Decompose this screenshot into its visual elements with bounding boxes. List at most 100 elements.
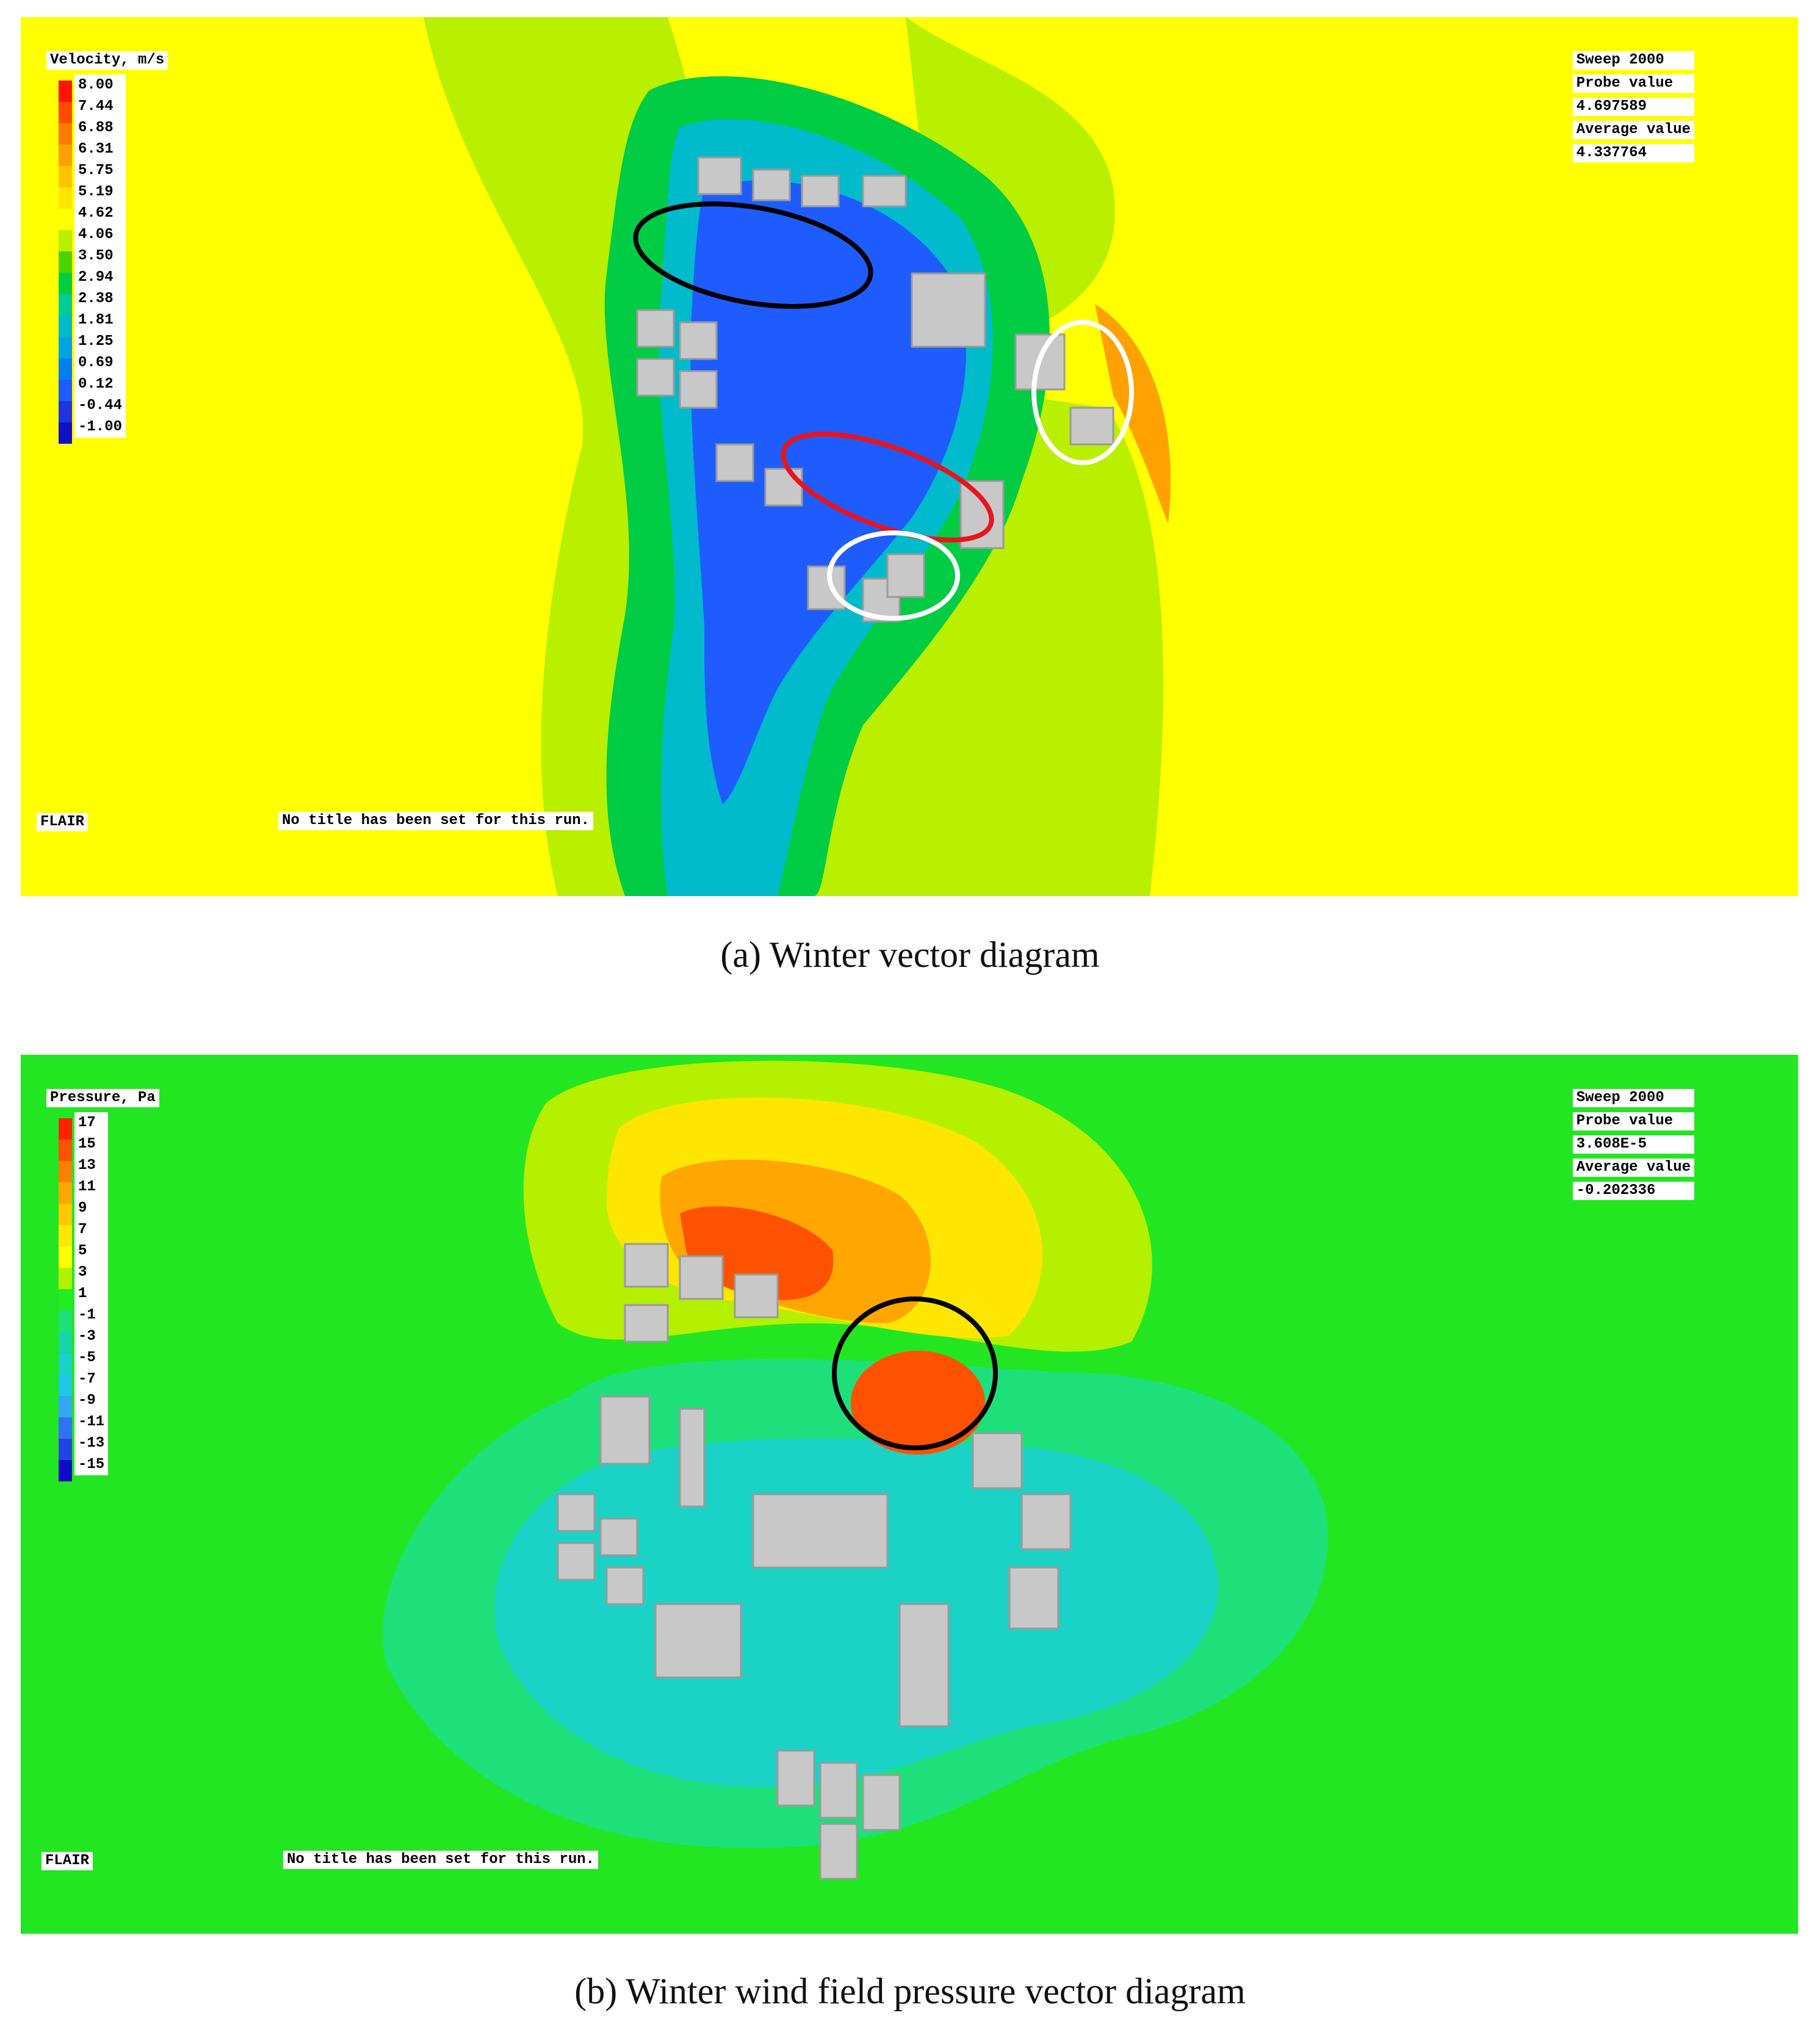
legend-swatch xyxy=(59,1417,72,1439)
legend-tick-label: -3 xyxy=(74,1326,109,1347)
building xyxy=(624,1304,669,1343)
legend-swatch xyxy=(59,316,72,337)
legend-ticks: 17 15 13 11 9 7 5 3 1 -1 -3 -5 -7 -9 -11 -13 -15 xyxy=(74,1112,109,1475)
sweep-info-line: Probe value xyxy=(1572,74,1694,93)
building xyxy=(752,168,791,201)
building xyxy=(1069,407,1114,446)
legend-swatch xyxy=(59,166,72,187)
legend-tick-label: 7 xyxy=(74,1219,109,1240)
legend-title: Velocity, m/s xyxy=(46,51,168,70)
legend-swatch xyxy=(59,230,72,251)
pressure-legend: Pressure, Pa 17 15 13 11 9 7 5 3 1 -1 -3 -5 -7 -9 -11-… xyxy=(40,1089,162,1481)
pressure-contour-map xyxy=(21,1055,1798,1934)
legend-swatch xyxy=(59,1204,72,1225)
legend-tick-label: -7 xyxy=(74,1369,109,1390)
legend-tick-label: 2.38 xyxy=(74,288,126,309)
sweep-info-box: Sweep 2000 Probe value 4.697589 Average val… xyxy=(1572,51,1694,167)
building xyxy=(819,1823,858,1880)
black-marker-circle xyxy=(832,1296,998,1450)
legend-tick-label: 3 xyxy=(74,1262,109,1283)
legend-swatch xyxy=(59,1353,72,1375)
building xyxy=(734,1273,779,1318)
legend-swatch xyxy=(59,209,72,230)
legend-tick-label: -1.00 xyxy=(74,416,126,438)
velocity-contour-map xyxy=(21,17,1798,896)
legend-tick-label: 17 xyxy=(74,1112,109,1134)
legend-swatch xyxy=(59,1140,72,1161)
legend-swatch xyxy=(59,401,72,422)
legend-swatch xyxy=(59,102,72,123)
legend-tick-label: 11 xyxy=(74,1176,109,1198)
caption-a: (a) Winter vector diagram xyxy=(720,935,1100,975)
white-marker-ellipse-right xyxy=(1031,320,1134,465)
legend-swatch xyxy=(59,1182,72,1204)
building xyxy=(654,1603,742,1679)
legend-tick-label: -11 xyxy=(74,1411,109,1433)
legend-swatch xyxy=(59,251,72,273)
legend-tick-label: -15 xyxy=(74,1454,109,1475)
run-title-label: No title has been set for this run. xyxy=(283,1851,599,1869)
velocity-zone-blue xyxy=(690,180,966,805)
panel-a-velocity-field: Velocity, m/s 8.00 7.44 6.88 6.31 5.75 5.19 4.… xyxy=(21,17,1798,896)
building xyxy=(636,358,675,397)
legend-tick-label: 15 xyxy=(74,1134,109,1155)
building xyxy=(862,1774,901,1831)
legend-swatch xyxy=(59,1161,72,1182)
building xyxy=(679,1255,724,1300)
legend-swatch xyxy=(59,1225,72,1246)
legend-swatch xyxy=(59,1268,72,1289)
building xyxy=(752,1493,889,1569)
legend-tick-label: -13 xyxy=(74,1433,109,1454)
legend-tick-label: 1.25 xyxy=(74,331,126,352)
legend-swatch xyxy=(59,1375,72,1396)
legend-tick-label: 6.88 xyxy=(74,117,126,139)
building xyxy=(898,1603,950,1727)
legend-ticks: 8.00 7.44 6.88 6.31 5.75 5.19 4.62 4.06 3.50 2.94… xyxy=(74,74,126,438)
building xyxy=(599,1395,651,1465)
caption-b: (b) Winter wind field pressure vector di… xyxy=(574,1971,1246,2011)
legend-tick-label: 2.94 xyxy=(74,267,126,288)
sweep-info-line: Sweep 2000 xyxy=(1572,1089,1694,1107)
sweep-info-line: 4.337764 xyxy=(1572,144,1694,162)
sweep-info-line: Average value xyxy=(1572,1159,1694,1177)
legend-tick-label: -5 xyxy=(74,1347,109,1369)
velocity-legend: Velocity, m/s 8.00 7.44 6.88 6.31 5.75 5.19 4.… xyxy=(40,51,168,444)
building xyxy=(679,321,718,360)
legend-swatch xyxy=(59,1118,72,1140)
panel-b-pressure-field: Pressure, Pa 17 15 13 11 9 7 5 3 1 -1 -3 -5 -7 -9 -11-… xyxy=(21,1055,1798,1934)
building xyxy=(801,175,840,208)
legend-tick-label: 4.06 xyxy=(74,224,126,245)
sweep-info-line: 4.697589 xyxy=(1572,98,1694,116)
legend-swatch xyxy=(59,422,72,444)
building xyxy=(697,156,742,195)
building-blocks xyxy=(557,1243,1072,1880)
building xyxy=(715,443,754,482)
building xyxy=(807,565,846,610)
legend-swatch xyxy=(59,1289,72,1311)
legend-tick-label: 9 xyxy=(74,1198,109,1219)
building xyxy=(1020,1493,1072,1550)
legend-swatch xyxy=(59,81,72,102)
velocity-zone-orange xyxy=(1095,304,1171,524)
building-blocks xyxy=(636,156,1114,623)
building xyxy=(624,1243,669,1288)
legend-tick-label: 6.31 xyxy=(74,139,126,160)
legend-tick-label: 5.19 xyxy=(74,181,126,203)
legend-title: Pressure, Pa xyxy=(46,1089,159,1107)
legend-swatch xyxy=(59,1396,72,1417)
red-marker-ellipse xyxy=(781,432,994,543)
legend-swatch xyxy=(59,1332,72,1353)
legend-swatch xyxy=(59,1246,72,1268)
legend-tick-label: 1.81 xyxy=(74,309,126,331)
legend-tick-label: 13 xyxy=(74,1155,109,1176)
legend-swatch xyxy=(59,1311,72,1332)
building xyxy=(1008,1566,1060,1630)
sweep-info-line: -0.202336 xyxy=(1572,1182,1694,1200)
legend-tick-label: 5 xyxy=(74,1240,109,1262)
sweep-info-line: 3.608E-5 xyxy=(1572,1135,1694,1154)
pressure-zone-red-lower xyxy=(851,1351,985,1455)
building xyxy=(557,1542,596,1581)
black-marker-ellipse xyxy=(633,201,873,309)
legend-swatch xyxy=(59,187,72,209)
legend-tick-label: 8.00 xyxy=(74,74,126,96)
